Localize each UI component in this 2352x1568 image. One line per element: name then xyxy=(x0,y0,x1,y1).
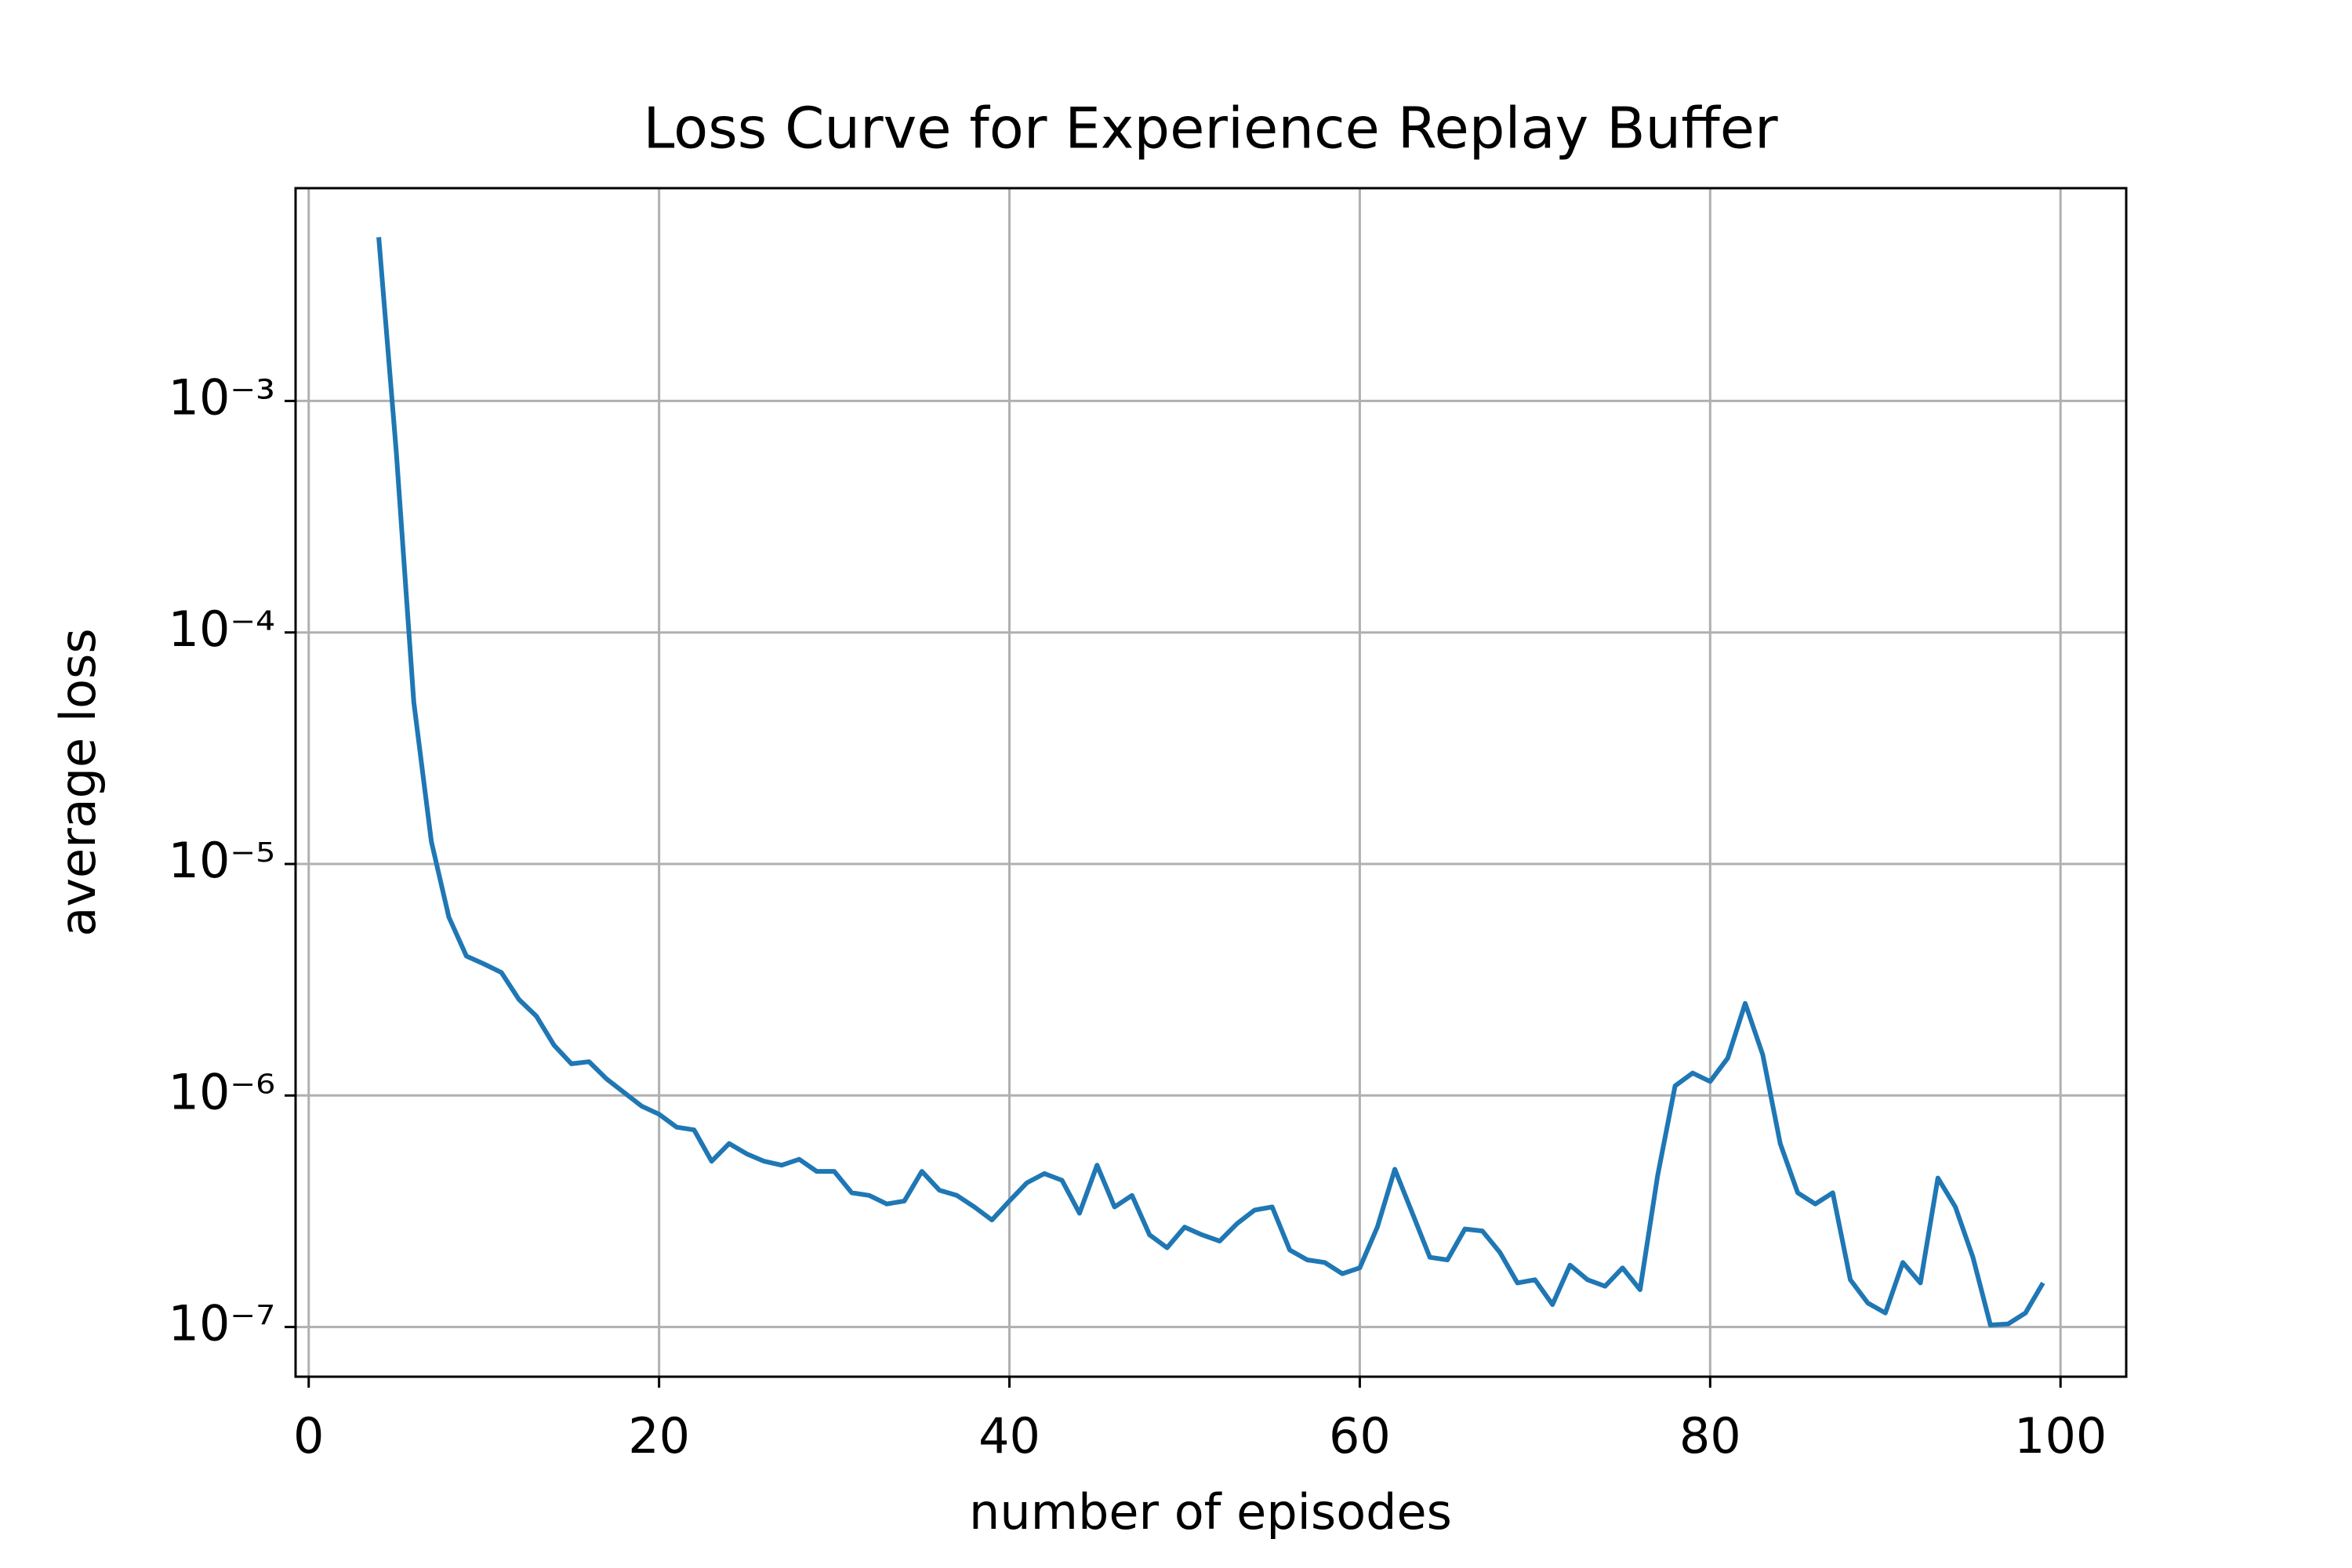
data-line xyxy=(376,237,2045,1328)
y-tick-label: 10⁻³ xyxy=(169,368,275,426)
y-tick-label: 10⁻⁷ xyxy=(169,1295,275,1352)
x-tick-label: 80 xyxy=(1679,1407,1741,1465)
y-tick-label: 10⁻⁶ xyxy=(169,1063,275,1120)
x-tick-label: 60 xyxy=(1329,1407,1391,1465)
x-tick-label: 40 xyxy=(978,1407,1040,1465)
plot-frame xyxy=(294,187,2128,1378)
y-tick-label: 10⁻⁴ xyxy=(169,601,275,658)
x-axis-label: number of episodes xyxy=(969,1483,1452,1541)
x-tick-label: 20 xyxy=(628,1407,690,1465)
x-tick-label: 100 xyxy=(2014,1407,2107,1465)
chart-title: Loss Curve for Experience Replay Buffer xyxy=(643,96,1778,162)
x-tick-label: 0 xyxy=(293,1407,324,1465)
y-axis-label: average loss xyxy=(49,628,107,936)
y-tick-label: 10⁻⁵ xyxy=(169,832,275,889)
